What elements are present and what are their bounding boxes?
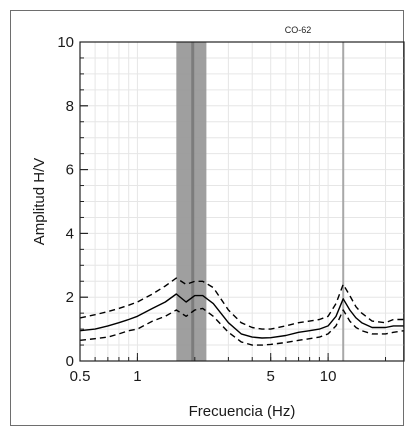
mean-hv-curve bbox=[79, 293, 404, 339]
y-tick-label: 8 bbox=[66, 98, 74, 115]
y-tick-label: 10 bbox=[57, 34, 74, 51]
x-tick-label: 1 bbox=[133, 368, 141, 385]
y-axis-title: Amplitud H/V bbox=[31, 158, 48, 246]
frequency-band bbox=[176, 42, 345, 361]
x-tick-label: 10 bbox=[320, 368, 337, 385]
y-tick-label: 6 bbox=[66, 162, 74, 179]
series-layer bbox=[79, 277, 405, 346]
grid bbox=[79, 42, 404, 361]
axes: 0 2 4 6 8 10 0.5 1 5 10 bbox=[57, 34, 405, 385]
x-tick-label: 5 bbox=[267, 368, 275, 385]
y-tick-label: 0 bbox=[66, 353, 74, 370]
x-tick-label: 0.5 bbox=[70, 368, 91, 385]
y-tick-label: 2 bbox=[66, 289, 74, 306]
chart-frame bbox=[10, 10, 404, 426]
chart-title: CO-62 bbox=[285, 25, 312, 35]
y-tick-label: 4 bbox=[66, 225, 74, 242]
std-curve-1 bbox=[79, 277, 404, 330]
std-curve-2 bbox=[79, 307, 405, 346]
x-axis-title: Frecuencia (Hz) bbox=[189, 403, 296, 420]
